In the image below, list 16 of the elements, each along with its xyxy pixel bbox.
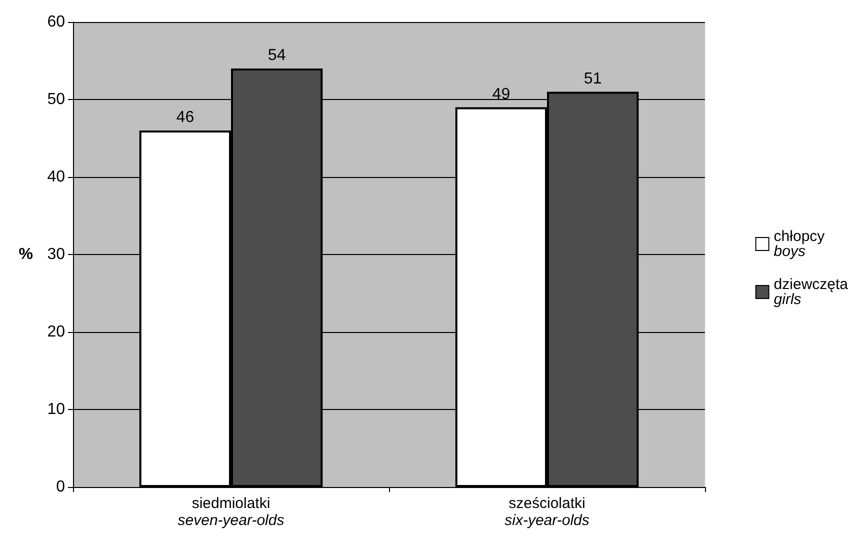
data-label: 46 — [176, 109, 194, 126]
y-tick-label: 10 — [47, 401, 66, 418]
x-tick-label: sześciolatki six-year-olds — [504, 495, 590, 529]
y-tick-label: 20 — [47, 324, 66, 340]
data-label: 49 — [492, 86, 510, 103]
data-label: 51 — [584, 70, 602, 88]
legend-label: chłopcy boys — [774, 228, 826, 260]
legend-label: dziewczęta girls — [774, 276, 849, 308]
x-tick-label: siedmiolatki seven-year-olds — [178, 495, 285, 529]
y-tick-label: 40 — [47, 168, 66, 186]
y-tick-label: 60 — [47, 14, 66, 30]
y-tick-label: 30 — [47, 246, 66, 263]
y-tick-label: 0 — [56, 478, 66, 496]
data-label: 54 — [268, 47, 286, 64]
y-axis-title: % — [18, 246, 33, 263]
y-tick-label: 50 — [47, 91, 66, 108]
